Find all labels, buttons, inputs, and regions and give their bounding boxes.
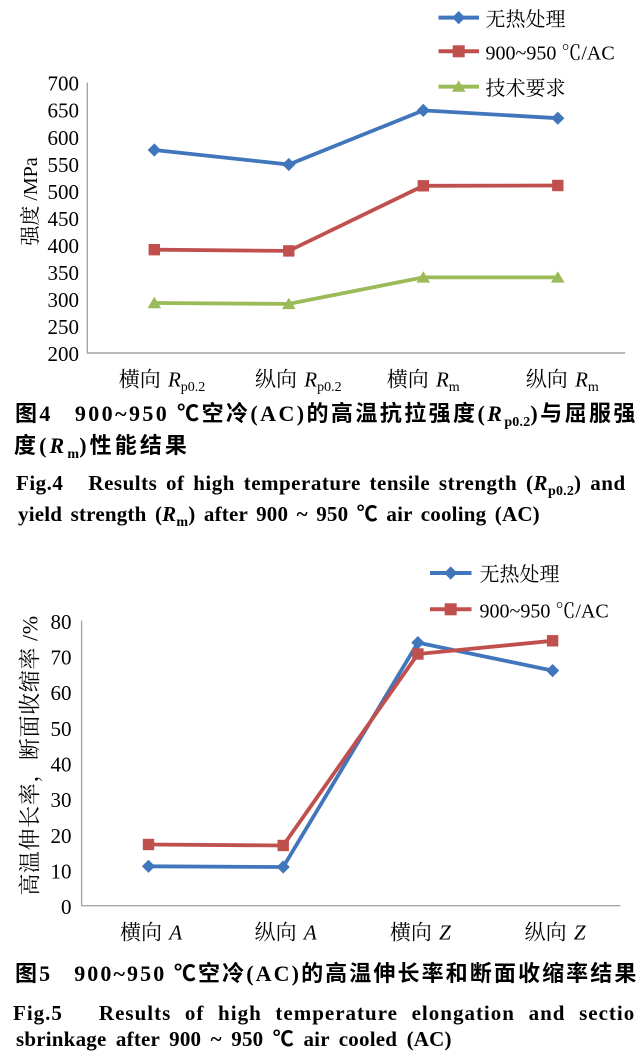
svg-text:900~950 ℃/AC: 900~950 ℃/AC (480, 601, 609, 623)
svg-text:550: 550 (48, 153, 80, 177)
svg-text:横向 Rp0.2: 横向 Rp0.2 (119, 368, 206, 396)
svg-text:60: 60 (51, 681, 72, 705)
svg-text:900~950 ℃/AC: 900~950 ℃/AC (486, 43, 615, 65)
svg-text:40: 40 (51, 753, 72, 777)
svg-text:横向 Z: 横向 Z (390, 921, 451, 945)
svg-text:纵向 Rm: 纵向 Rm (526, 368, 599, 396)
svg-text:30: 30 (51, 788, 72, 812)
svg-text:80: 80 (51, 610, 72, 634)
svg-text:无热处理: 无热处理 (480, 563, 560, 586)
svg-text:0: 0 (61, 895, 72, 919)
svg-text:450: 450 (48, 207, 80, 231)
svg-text:400: 400 (48, 234, 80, 258)
svg-text:10: 10 (51, 860, 72, 884)
svg-text:350: 350 (48, 261, 80, 285)
svg-text:600: 600 (48, 126, 80, 150)
svg-text:500: 500 (48, 180, 80, 204)
svg-text:20: 20 (51, 824, 72, 848)
svg-text:50: 50 (51, 717, 72, 741)
svg-text:无热处理: 无热处理 (486, 8, 566, 31)
svg-text:强度 /MPa: 强度 /MPa (19, 157, 42, 245)
svg-text:700: 700 (48, 72, 80, 96)
svg-text:250: 250 (48, 315, 80, 339)
svg-text:横向 A: 横向 A (120, 921, 182, 945)
svg-text:300: 300 (48, 288, 80, 312)
svg-text:技术要求: 技术要求 (486, 77, 566, 100)
svg-text:纵向 Z: 纵向 Z (525, 921, 586, 945)
svg-text:纵向 A: 纵向 A (255, 921, 317, 945)
svg-text:横向 Rm: 横向 Rm (387, 368, 460, 396)
svg-text:650: 650 (48, 99, 80, 123)
svg-text:高温伸长率，断面收缩率 /%: 高温伸长率，断面收缩率 /% (18, 615, 44, 895)
svg-text:200: 200 (48, 342, 80, 366)
svg-text:纵向 Rp0.2: 纵向 Rp0.2 (255, 368, 342, 396)
svg-text:70: 70 (51, 646, 72, 670)
